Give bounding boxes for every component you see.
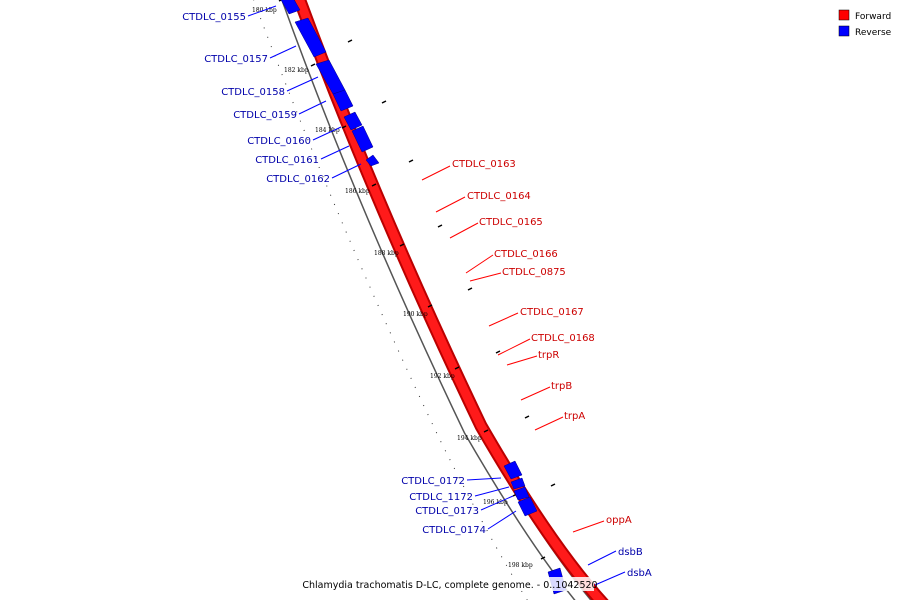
gene-label-CTDLC_0161[interactable]: CTDLC_0161 <box>255 155 319 166</box>
gene-label-CTDLC_0164[interactable]: CTDLC_0164 <box>467 191 531 202</box>
footer-background <box>306 577 594 591</box>
gene-block-CTDLC_0174[interactable] <box>517 496 538 517</box>
legend-swatch-forward <box>838 9 850 21</box>
gene-label-trpB[interactable]: trpB <box>551 381 572 392</box>
legend: Forward Reverse <box>838 9 892 38</box>
tick-label: 196 kbp <box>483 499 508 506</box>
tick-label: 198 kbp <box>508 562 533 569</box>
gene-label-CTDLC_0160[interactable]: CTDLC_0160 <box>247 136 311 147</box>
gene-label-trpA[interactable]: trpA <box>564 411 585 422</box>
gene-label-CTDLC_0875[interactable]: CTDLC_0875 <box>502 267 566 278</box>
gene-block-CTDLC_1172[interactable] <box>510 477 526 490</box>
tick-label: 186 kbp <box>345 188 370 195</box>
gene-label-dsbB[interactable]: dsbB <box>618 547 643 558</box>
gene-label-CTDLC_0174[interactable]: CTDLC_0174 <box>422 525 486 536</box>
tick-label: 192 kbp <box>430 373 455 380</box>
gene-block-CTDLC_0157[interactable] <box>294 17 327 58</box>
tick-label: 190 kbp <box>403 311 428 318</box>
gene-label-CTDLC_0162[interactable]: CTDLC_0162 <box>266 174 330 185</box>
gene-label-dsbA[interactable]: dsbA <box>627 568 652 579</box>
tick-label: 184 kbp <box>315 127 340 134</box>
gene-label-CTDLC_0166[interactable]: CTDLC_0166 <box>494 249 558 260</box>
gene-label-CTDLC_0155[interactable]: CTDLC_0155 <box>182 12 246 23</box>
tick-label: 188 kbp <box>374 250 399 257</box>
reverse-labels: CTDLC_0155 CTDLC_0157 CTDLC_0158 CTDLC_0… <box>182 12 652 579</box>
legend-swatch-reverse <box>838 25 850 37</box>
gene-block-CTDLC_0155[interactable] <box>280 0 301 15</box>
gene-block-CTDLC_0159[interactable] <box>332 89 354 112</box>
genome-caption: Chlamydia trachomatis D-LC, complete gen… <box>302 580 597 591</box>
gene-label-CTDLC_0163[interactable]: CTDLC_0163 <box>452 159 516 170</box>
gene-label-trpR[interactable]: trpR <box>538 350 559 361</box>
gene-label-CTDLC_0158[interactable]: CTDLC_0158 <box>221 87 285 98</box>
tick-marks <box>278 0 546 560</box>
legend-label-forward: Forward <box>855 12 891 22</box>
gene-label-CTDLC_1172[interactable]: CTDLC_1172 <box>409 492 473 503</box>
forward-leader-lines <box>421 165 605 533</box>
forward-labels: CTDLC_0163 CTDLC_0164 CTDLC_0165 CTDLC_0… <box>452 159 632 526</box>
gene-block-CTDLC_0162[interactable] <box>365 154 380 167</box>
gene-label-CTDLC_0157[interactable]: CTDLC_0157 <box>204 54 268 65</box>
gene-label-CTDLC_0167[interactable]: CTDLC_0167 <box>520 307 584 318</box>
gene-label-CTDLC_0168[interactable]: CTDLC_0168 <box>531 333 595 344</box>
gene-block-CTDLC_0160[interactable] <box>343 111 363 131</box>
scale-line <box>253 0 528 600</box>
gene-label-CTDLC_0172[interactable]: CTDLC_0172 <box>401 476 465 487</box>
gene-block-CTDLC_0173[interactable] <box>513 486 530 501</box>
legend-label-reverse: Reverse <box>855 28 892 38</box>
tick-labels: 180 kbp 182 kbp 184 kbp 186 kbp 188 kbp … <box>252 7 533 569</box>
tick-label: 182 kbp <box>284 67 309 74</box>
outer-tick-marks <box>347 39 556 487</box>
reverse-leader-lines <box>247 5 626 586</box>
gene-block-CTDLC_0161[interactable] <box>351 125 374 153</box>
gene-label-CTDLC_0165[interactable]: CTDLC_0165 <box>479 217 543 228</box>
gene-label-oppA[interactable]: oppA <box>606 515 632 526</box>
gene-block-CTDLC_0172[interactable] <box>503 460 523 480</box>
gene-label-CTDLC_0159[interactable]: CTDLC_0159 <box>233 110 297 121</box>
tick-label: 194 kbp <box>457 435 482 442</box>
gene-label-CTDLC_0173[interactable]: CTDLC_0173 <box>415 506 479 517</box>
